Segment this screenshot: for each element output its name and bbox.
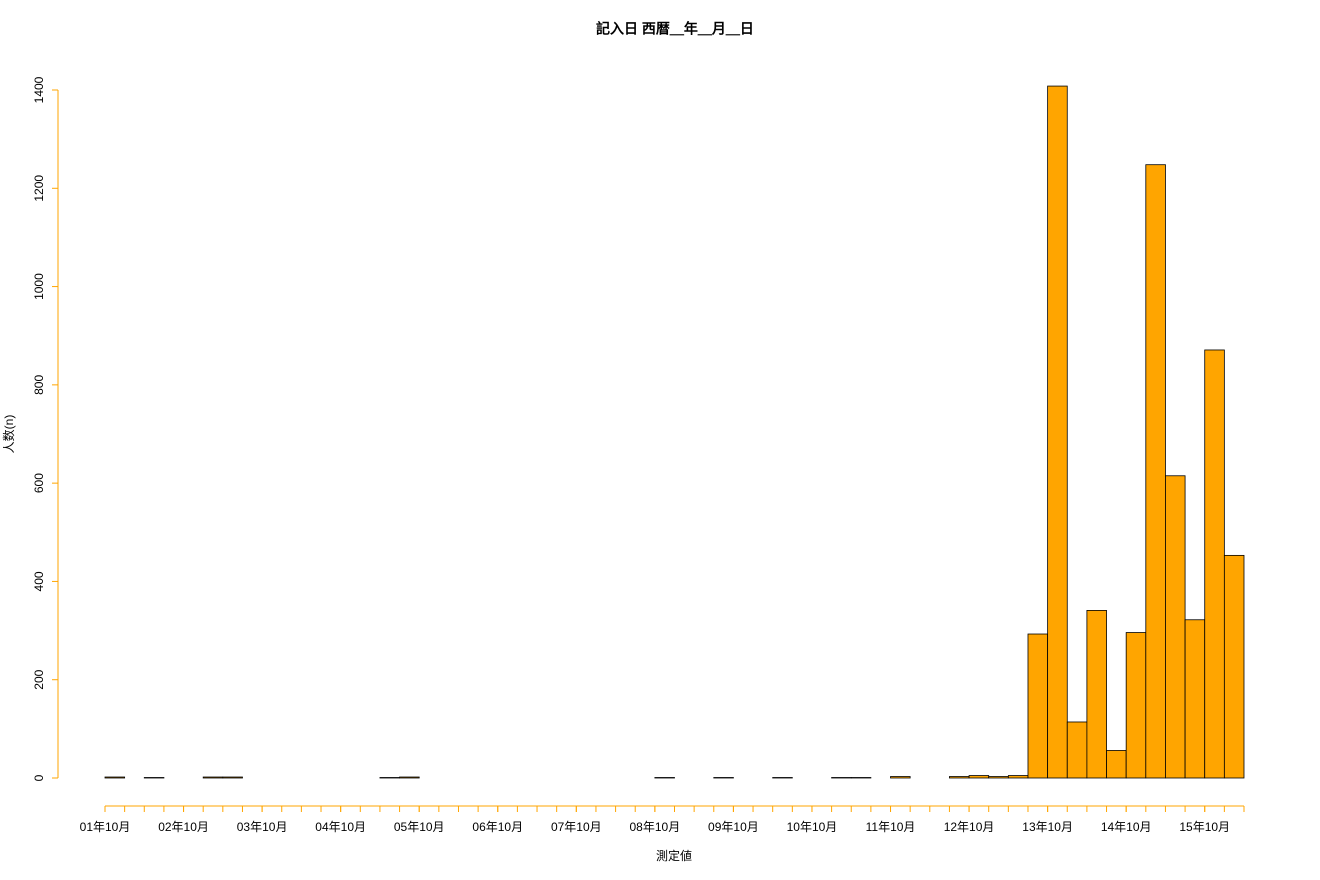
bar [1223,554,1245,779]
bar [1106,750,1127,779]
x-tick-label: 11年10月 [866,820,916,834]
y-tick-label: 800 [32,375,46,395]
bar [104,776,126,779]
y-tick-label: 600 [32,473,46,493]
bar [1204,349,1225,779]
x-tick-label: 10年10月 [787,820,838,834]
y-tick-label: 200 [32,669,46,689]
y-tick-label: 1400 [32,76,46,103]
bar [399,776,420,779]
x-tick-label: 05年10月 [394,820,445,834]
y-tick-label: 0 [32,774,46,781]
bar [202,776,224,779]
bar [1027,633,1049,779]
chart-title: 記入日 西暦＿年＿月＿日 [596,21,754,37]
bar [949,776,970,779]
x-tick-label: 13年10月 [1022,820,1073,834]
x-tick-label: 04年10月 [315,820,366,834]
x-tick-label: 08年10月 [630,820,681,834]
x-tick-label: 02年10月 [158,820,209,834]
bar [1165,475,1186,779]
bar [1184,619,1206,779]
x-tick-label: 06年10月 [472,820,523,834]
x-tick-label: 07年10月 [551,820,602,834]
bar [968,775,990,779]
x-axis-label: 測定値 [656,848,692,863]
x-tick-label: 01年10月 [80,820,131,834]
y-tick-label: 1200 [32,175,46,202]
y-axis-label: 人数(n) [1,415,16,454]
y-tick-label: 1000 [32,273,46,300]
bar [1047,85,1068,779]
x-tick-label: 03年10月 [237,820,288,834]
bar [1007,775,1029,779]
x-tick-label: 15年10月 [1179,820,1230,834]
x-tick-label: 12年10月 [944,820,995,834]
y-tick-label: 400 [32,571,46,591]
bar [1125,632,1147,779]
bar [1145,164,1166,779]
bar [1086,610,1107,779]
bar [988,776,1009,779]
x-tick-label: 09年10月 [708,820,759,834]
bar [890,776,911,779]
x-tick-label: 14年10月 [1101,820,1152,834]
bar [1066,721,1088,779]
bar [222,776,243,779]
